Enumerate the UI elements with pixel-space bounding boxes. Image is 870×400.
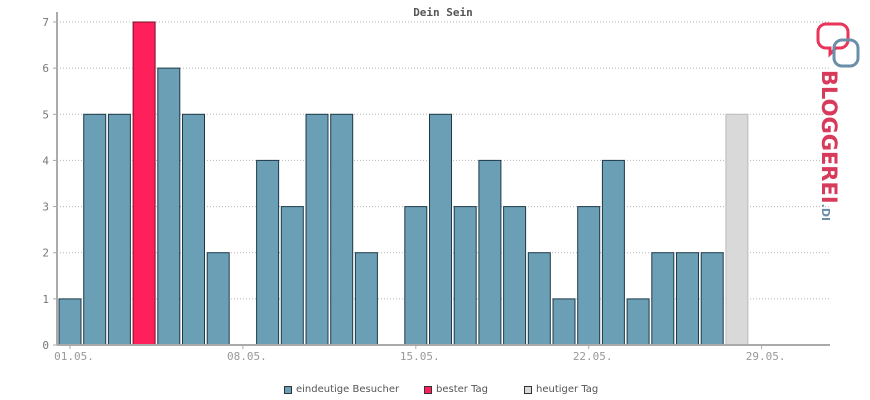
bars xyxy=(58,21,749,346)
y-tick-label: 4 xyxy=(42,154,49,167)
bar-visitor xyxy=(676,252,699,346)
bar-visitor xyxy=(478,159,502,346)
x-axis-ticks: 01.05. 08.05. 15.05. 22.05. 29.05. xyxy=(54,345,785,363)
y-tick-label: 1 xyxy=(42,293,49,306)
y-tick-label: 3 xyxy=(42,201,49,214)
y-tick-label: 7 xyxy=(42,16,49,29)
bar-today xyxy=(725,113,749,346)
bar-visitor xyxy=(206,252,230,346)
legend-swatch-visitors xyxy=(284,385,292,394)
bar-best xyxy=(132,21,156,346)
bar-visitor xyxy=(157,67,181,346)
legend-item-visitors: eindeutige Besucher xyxy=(284,384,399,395)
bar-visitor xyxy=(577,206,601,346)
bar-visitor xyxy=(83,113,107,346)
bar-visitor xyxy=(107,113,131,346)
bloggerei-logo: BLOGGEREI.DE xyxy=(812,18,864,220)
visitor-bar-chart: Dein Sein 0 1 2 3 4 5 6 7 01.05. 08.05. 15.05. 22.… xyxy=(42,6,830,363)
y-tick-label: 5 xyxy=(42,108,49,121)
legend: eindeutige Besucher bester Tag heutiger … xyxy=(0,384,870,400)
bar-visitor xyxy=(58,298,82,346)
bar-visitor xyxy=(280,206,304,346)
svg-text:BLOGGEREI.DE: BLOGGEREI.DE xyxy=(817,70,841,220)
bar-visitor xyxy=(552,298,576,346)
legend-item-today: heutiger Tag xyxy=(524,384,598,395)
axes xyxy=(56,12,830,346)
x-tick-label: 29.05. xyxy=(746,350,786,363)
y-tick-label: 6 xyxy=(42,62,49,75)
bar-visitor xyxy=(626,298,650,346)
bar-visitor xyxy=(182,113,205,346)
logo-text: BLOGGEREI xyxy=(817,70,841,204)
x-tick-label: 01.05. xyxy=(54,350,94,363)
logo-wordmark: BLOGGEREI.DE xyxy=(817,70,841,220)
bar-visitor xyxy=(453,206,477,346)
bar-visitor xyxy=(700,252,724,346)
legend-label-best-day: bester Tag xyxy=(436,384,489,395)
chart-title: Dein Sein xyxy=(413,6,473,19)
y-tick-label: 2 xyxy=(42,247,49,260)
speech-bubbles-icon xyxy=(816,22,860,68)
legend-swatch-today xyxy=(524,385,532,394)
bar-visitor xyxy=(651,252,675,346)
bar-visitor xyxy=(527,252,551,346)
x-tick-label: 22.05. xyxy=(573,350,613,363)
logo-suffix: .DE xyxy=(819,204,832,220)
legend-label-visitors: eindeutige Besucher xyxy=(296,384,400,395)
bar-visitor xyxy=(404,206,428,346)
y-axis-ticks: 0 1 2 3 4 5 6 7 xyxy=(42,16,57,352)
legend-item-best-day: bester Tag xyxy=(424,384,488,395)
bar-visitor xyxy=(305,113,329,346)
bar-visitor xyxy=(256,159,280,346)
x-tick-label: 08.05. xyxy=(227,350,267,363)
bar-visitor xyxy=(601,159,625,346)
y-tick-label: 0 xyxy=(42,339,49,352)
bar-visitor xyxy=(429,113,452,346)
legend-label-today: heutiger Tag xyxy=(536,384,599,395)
bar-visitor xyxy=(354,252,378,346)
bar-visitor xyxy=(503,206,527,346)
legend-swatch-best-day xyxy=(424,385,432,394)
x-tick-label: 15.05. xyxy=(400,350,440,363)
bar-visitor xyxy=(330,113,354,346)
